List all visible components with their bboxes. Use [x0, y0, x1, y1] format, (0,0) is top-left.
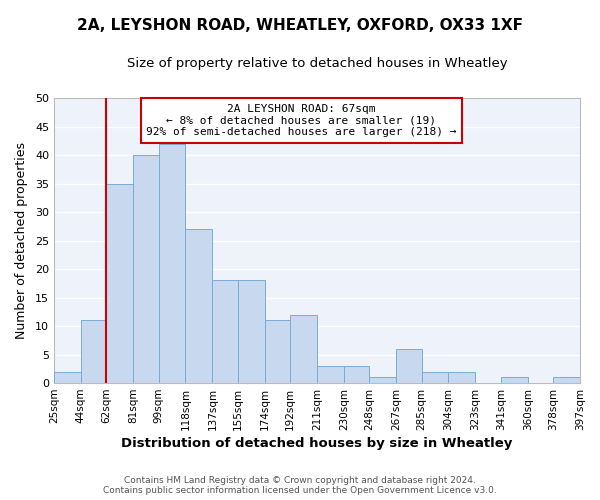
Bar: [185, 229, 212, 383]
Text: 2A LEYSHON ROAD: 67sqm
← 8% of detached houses are smaller (19)
92% of semi-deta: 2A LEYSHON ROAD: 67sqm ← 8% of detached …: [146, 104, 457, 137]
Bar: [158, 144, 185, 383]
Bar: [81, 320, 106, 383]
Bar: [369, 378, 396, 383]
Bar: [290, 314, 317, 383]
Bar: [317, 366, 344, 383]
Bar: [106, 184, 133, 383]
Bar: [448, 372, 475, 383]
Bar: [54, 372, 81, 383]
Bar: [396, 349, 422, 383]
Text: Contains HM Land Registry data © Crown copyright and database right 2024.
Contai: Contains HM Land Registry data © Crown c…: [103, 476, 497, 495]
X-axis label: Distribution of detached houses by size in Wheatley: Distribution of detached houses by size …: [121, 437, 512, 450]
Text: 2A, LEYSHON ROAD, WHEATLEY, OXFORD, OX33 1XF: 2A, LEYSHON ROAD, WHEATLEY, OXFORD, OX33…: [77, 18, 523, 32]
Bar: [265, 320, 290, 383]
Bar: [422, 372, 448, 383]
Y-axis label: Number of detached properties: Number of detached properties: [15, 142, 28, 339]
Title: Size of property relative to detached houses in Wheatley: Size of property relative to detached ho…: [127, 58, 507, 70]
Bar: [344, 366, 369, 383]
Bar: [553, 378, 580, 383]
Bar: [133, 155, 158, 383]
Bar: [212, 280, 238, 383]
Bar: [238, 280, 265, 383]
Bar: [501, 378, 527, 383]
